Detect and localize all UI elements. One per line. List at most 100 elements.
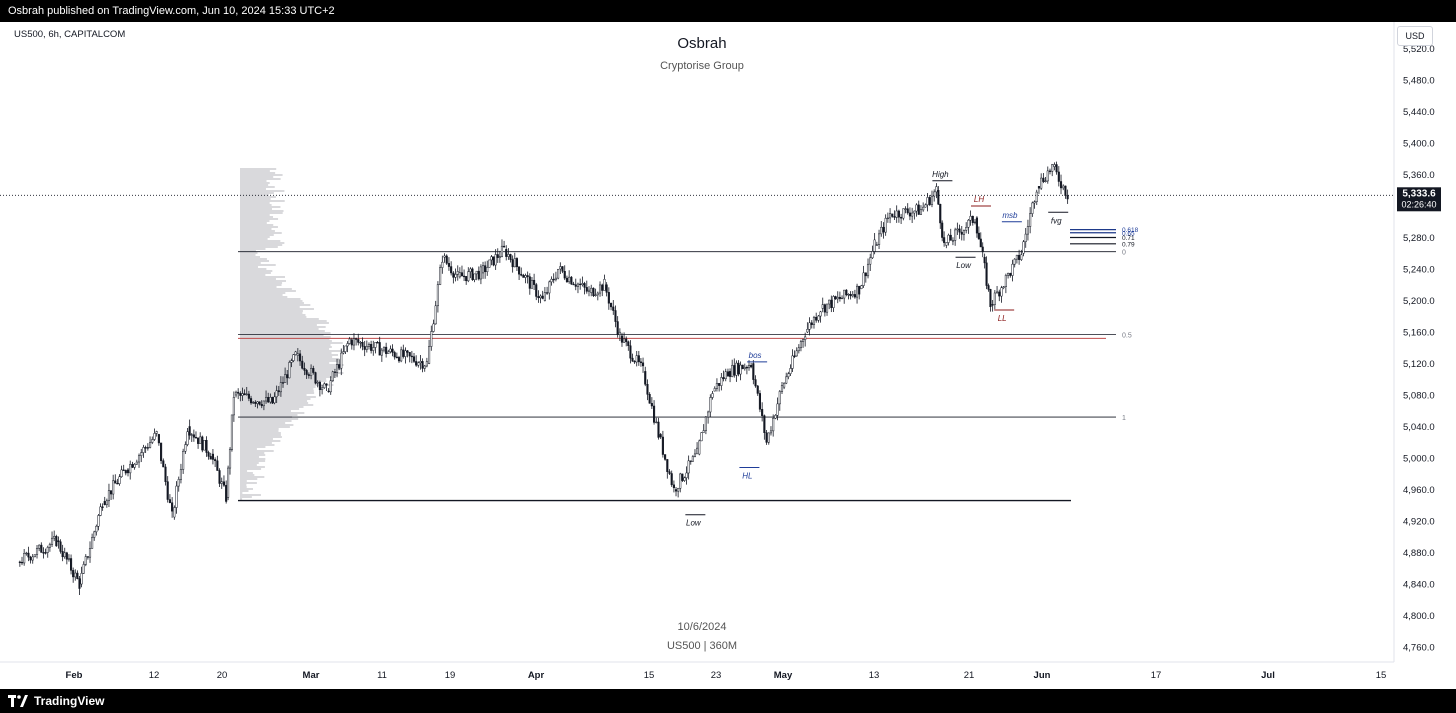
volume-profile-bar [240, 484, 247, 486]
fib-label: 0.79 [1122, 241, 1135, 248]
candle-body [498, 256, 501, 258]
volume-profile-bar [240, 270, 273, 272]
candle-body [698, 440, 701, 455]
candle-body [928, 197, 931, 205]
candle-body [583, 283, 586, 288]
candle-body [247, 393, 250, 399]
volume-profile-bar [240, 204, 272, 206]
candle-body [53, 535, 56, 539]
volume-profile-bar [240, 182, 270, 184]
candle-body [552, 278, 555, 281]
candle-body [214, 459, 217, 462]
candle-body [1057, 171, 1060, 182]
volume-profile-bar [240, 244, 283, 246]
candle-body [103, 501, 106, 505]
price-tick-label: 5,400.0 [1403, 139, 1435, 150]
candle-body [492, 256, 495, 266]
candle-body [133, 463, 136, 468]
candle-body [162, 460, 165, 468]
candle-body [836, 296, 839, 300]
candle-body [1042, 177, 1045, 182]
candle-body [149, 442, 152, 448]
volume-profile-bar [240, 296, 288, 298]
candle-body [559, 266, 562, 270]
volume-profile-bar [240, 254, 256, 256]
candle-body [182, 450, 185, 470]
candle-body [1002, 286, 1005, 288]
volume-profile-bar [240, 354, 339, 356]
candle-body [382, 346, 386, 351]
candle-body [78, 578, 81, 589]
candle-body [713, 388, 716, 392]
tradingview-brand[interactable]: TradingView [34, 694, 105, 708]
candle-body [646, 384, 649, 395]
candle-body [718, 383, 721, 386]
candle-body [164, 466, 167, 482]
volume-profile-bar [240, 470, 248, 472]
candle-body [765, 432, 768, 443]
volume-profile-bar [240, 222, 267, 224]
candle-body [821, 304, 824, 309]
candle-body [417, 362, 420, 366]
candle-body [469, 268, 472, 272]
volume-profile-bar [240, 460, 266, 462]
volume-profile-bar [240, 274, 266, 276]
candle-body [648, 394, 651, 404]
volume-profile-bar [240, 340, 332, 342]
volume-profile-bar [240, 492, 243, 494]
candle-body [155, 431, 158, 434]
candle-body [908, 212, 911, 217]
candle-body [475, 270, 478, 275]
candle-body [635, 355, 638, 363]
symbol-info[interactable]: US500, 6h, CAPITALCOM [14, 29, 126, 40]
candle-body [875, 244, 878, 246]
watermark-date: 10/6/2024 [678, 621, 727, 633]
candle-body [845, 289, 848, 296]
candle-body [1051, 164, 1054, 172]
volume-profile-bar [240, 280, 287, 282]
currency-button[interactable]: USD [1397, 26, 1433, 46]
volume-profile-bar [240, 466, 265, 468]
candle-body [335, 364, 339, 373]
candle-body [184, 444, 187, 452]
candle-body [739, 364, 742, 375]
candle-body [1029, 213, 1032, 227]
candle-body [787, 373, 790, 378]
current-price-value: 5,333.6 [1402, 188, 1436, 199]
volume-profile-bar [240, 406, 304, 408]
candle-body [858, 285, 861, 295]
candle-body [985, 262, 988, 286]
candle-body [237, 391, 240, 394]
volume-profile-bar [240, 320, 327, 322]
candle-body [587, 289, 591, 292]
candle-body [696, 447, 699, 455]
candle-body [140, 452, 143, 456]
price-axis[interactable]: 5,520.05,480.05,440.05,400.05,360.05,320… [1403, 44, 1435, 654]
candle-body [838, 296, 841, 299]
time-axis[interactable]: Feb 12 20 Mar 11 19 Apr 15 23 May 13 21 Jun 17 Jul 15 [66, 670, 1387, 681]
candle-body [594, 294, 597, 296]
watermark-symbol: US500 | 360M [667, 640, 737, 652]
candle-body [325, 383, 328, 386]
candle-body [960, 231, 963, 235]
candle-body [526, 275, 529, 277]
candle-body [241, 393, 244, 396]
volume-profile-bar [240, 430, 279, 432]
time-tick-label: 17 [1151, 670, 1162, 681]
volume-profile-bar [240, 252, 258, 254]
candle-body [209, 456, 212, 460]
candle-body [171, 502, 174, 512]
volume-profile-bar [240, 426, 290, 428]
volume-profile-bar [240, 228, 272, 230]
tradingview-logo-icon[interactable] [8, 695, 28, 707]
candle-body [623, 338, 626, 343]
volume-profile-bar [240, 218, 279, 220]
candle-body [830, 299, 833, 308]
candle-body [225, 485, 228, 502]
volume-profile-bar [240, 480, 247, 482]
watermark-title: Osbrah [677, 35, 726, 52]
candle-body [135, 461, 138, 465]
candle-body [1033, 201, 1036, 204]
candle-body [679, 473, 682, 489]
